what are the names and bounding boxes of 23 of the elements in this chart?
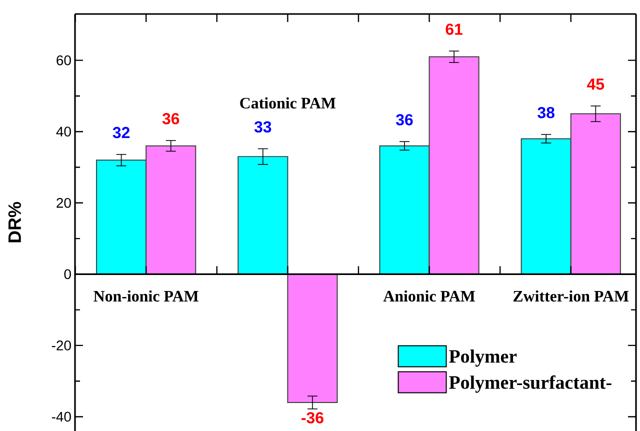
x-tick-label: Cationic PAM bbox=[240, 97, 336, 109]
x-tick-label: Anionic PAM bbox=[383, 290, 475, 302]
legend-label: Polymer-surfactant- bbox=[449, 375, 612, 393]
y-tick-label: 40 bbox=[56, 126, 71, 137]
data-label: 61 bbox=[446, 24, 462, 35]
bar bbox=[287, 274, 338, 403]
data-label: 33 bbox=[254, 121, 272, 133]
x-tick-label: Non-ionic PAM bbox=[94, 290, 198, 302]
y-tick-label: 0 bbox=[64, 269, 71, 280]
data-label: 36 bbox=[396, 114, 413, 126]
y-tick-label: 60 bbox=[56, 55, 71, 66]
x-tick-label: Zwitter-ion PAM bbox=[513, 290, 629, 302]
data-label: 36 bbox=[162, 113, 180, 124]
y-tick-label: 20 bbox=[56, 198, 71, 208]
data-label: 38 bbox=[538, 106, 554, 118]
y-tick-label: -20 bbox=[52, 340, 71, 350]
y-axis-title: DR% bbox=[8, 202, 21, 242]
data-label: 45 bbox=[587, 78, 604, 90]
data-label: -36 bbox=[302, 412, 324, 424]
y-tick-label: -40 bbox=[52, 412, 71, 422]
data-label: 32 bbox=[112, 126, 130, 138]
legend-label: Polymer bbox=[449, 349, 517, 367]
bar bbox=[238, 156, 288, 275]
